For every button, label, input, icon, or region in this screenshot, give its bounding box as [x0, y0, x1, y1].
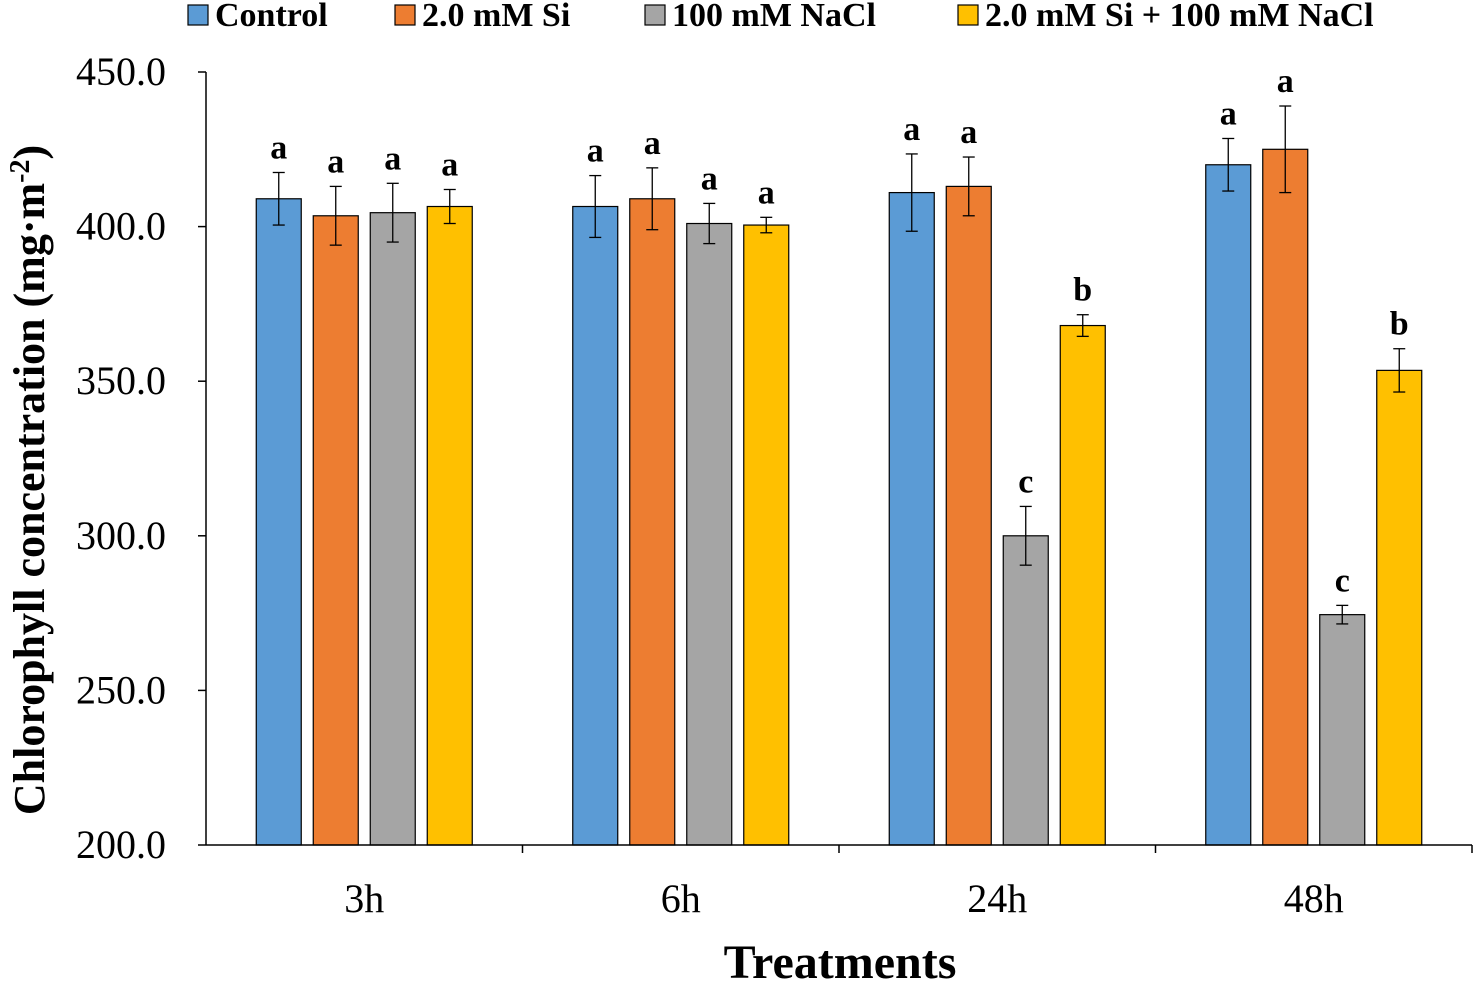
- legend-swatch: [644, 4, 666, 26]
- legend-swatch: [187, 4, 209, 26]
- bar: [743, 224, 790, 846]
- significance-letter: a: [327, 143, 344, 180]
- significance-letter: a: [758, 174, 775, 211]
- significance-letter: a: [270, 129, 287, 166]
- y-axis-label-main: Chlorophyll concentration (mg·m: [5, 183, 54, 815]
- bar: [572, 205, 619, 846]
- bar: [312, 215, 359, 846]
- significance-letter: b: [1073, 272, 1092, 309]
- bar: [1319, 614, 1366, 846]
- y-ticks: 200.0 250.0 300.0 350.0 400.0 450.0: [76, 49, 206, 867]
- y-tick-label: 300.0: [76, 513, 166, 558]
- y-tick-label: 200.0: [76, 822, 166, 867]
- significance-letter: a: [587, 133, 604, 170]
- bar: [255, 198, 302, 846]
- bar: [629, 198, 676, 846]
- legend-label: 100 mM NaCl: [672, 0, 876, 34]
- bar: [945, 185, 992, 846]
- legend-label: Control: [215, 0, 328, 34]
- bar: [426, 205, 473, 846]
- y-tick-label: 250.0: [76, 667, 166, 712]
- bar: [888, 191, 935, 846]
- y-axis-label-sup: -2: [5, 160, 36, 183]
- y-axis-label: Chlorophyll concentration (mg·m-2): [5, 145, 55, 815]
- x-tick-label: 48h: [1284, 876, 1344, 921]
- significance-letter: a: [384, 140, 401, 177]
- significance-letter: a: [903, 111, 920, 148]
- bar: [1059, 324, 1106, 846]
- x-tick-label: 6h: [661, 876, 701, 921]
- significance-letter: a: [644, 125, 661, 162]
- bar: [1002, 535, 1049, 846]
- legend-label: 2.0 mM Si: [422, 0, 570, 34]
- y-tick-label: 400.0: [76, 204, 166, 249]
- legend: Control 2.0 mM Si 100 mM NaCl 2.0 mM Si + 1…: [187, 0, 1374, 34]
- bars: a a a a a a a a a a c b a a c b: [255, 63, 1423, 846]
- significance-letter: c: [1335, 562, 1350, 599]
- x-tick-label: 24h: [967, 876, 1027, 921]
- legend-swatch: [957, 4, 979, 26]
- significance-letter: c: [1018, 463, 1033, 500]
- x-ticks: 3h 6h 24h 48h: [344, 845, 1473, 921]
- bar: [686, 222, 733, 846]
- bar: [1376, 369, 1423, 846]
- bar: [1205, 164, 1252, 846]
- bar: [1262, 148, 1309, 846]
- significance-letter: a: [1220, 95, 1237, 132]
- legend-swatch: [394, 4, 416, 26]
- significance-letter: a: [960, 114, 977, 151]
- significance-letter: a: [1277, 63, 1294, 100]
- significance-letter: a: [701, 160, 718, 197]
- x-tick-label: 3h: [344, 876, 384, 921]
- legend-label: 2.0 mM Si + 100 mM NaCl: [985, 0, 1374, 34]
- bar: [369, 212, 416, 846]
- y-tick-label: 350.0: [76, 358, 166, 403]
- y-axis-label-close: ): [5, 145, 54, 160]
- y-tick-label: 450.0: [76, 49, 166, 94]
- significance-letter: b: [1390, 306, 1409, 343]
- x-axis-label: Treatments: [724, 936, 957, 982]
- significance-letter: a: [441, 146, 458, 183]
